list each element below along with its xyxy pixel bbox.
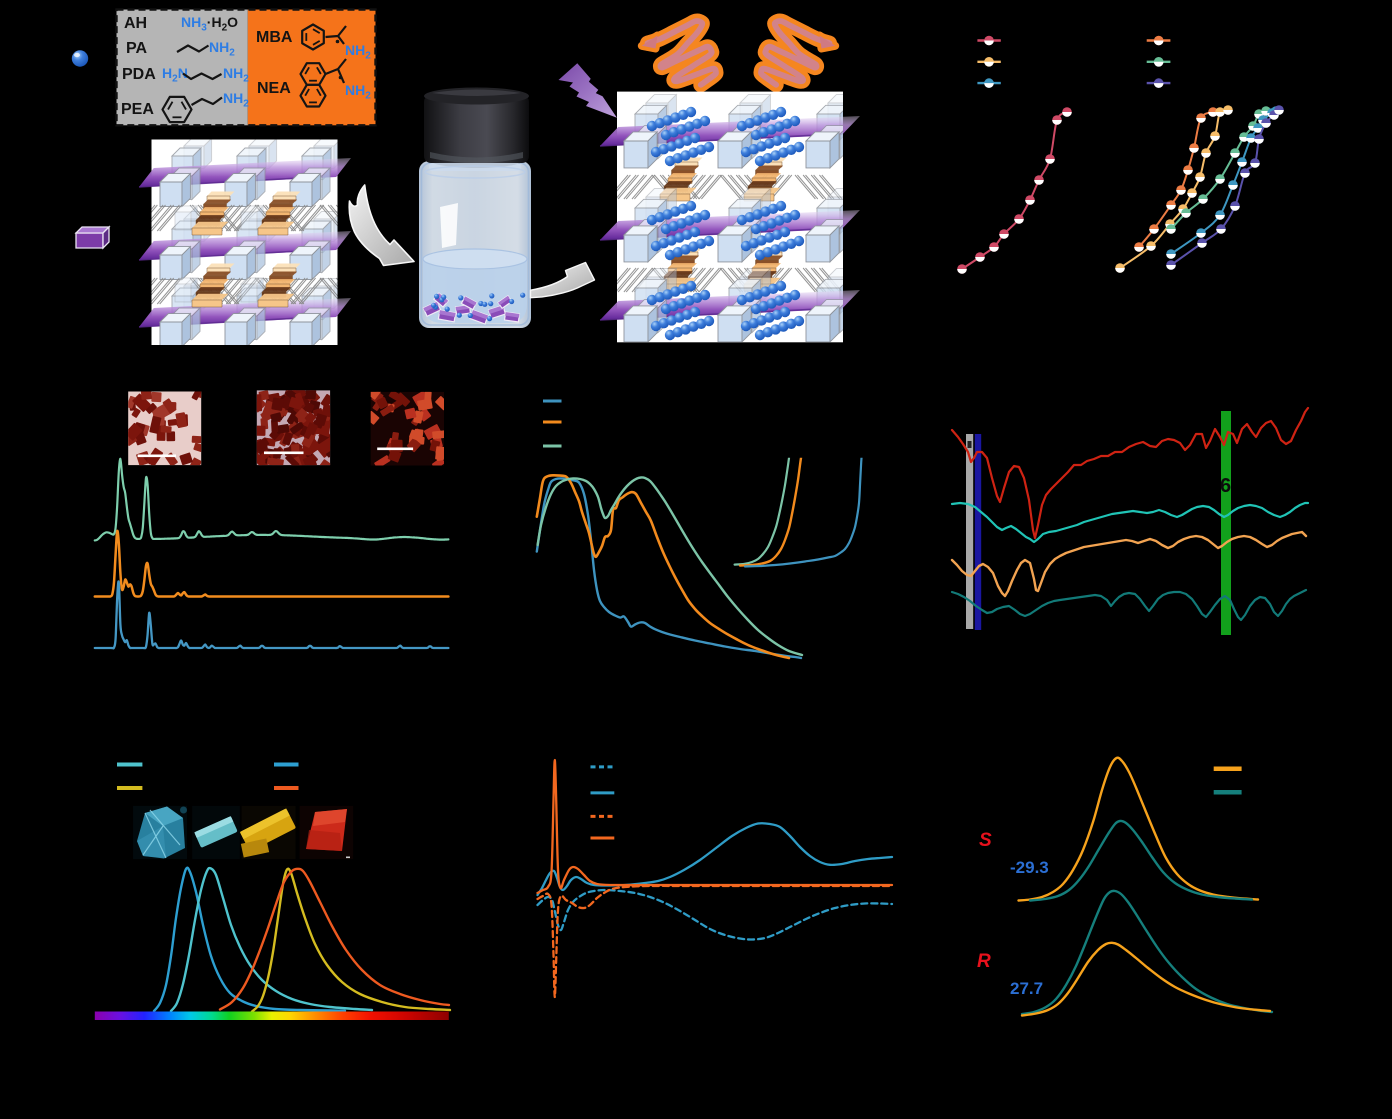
svg-text:R: R xyxy=(977,951,991,972)
svg-text:NH2: NH2 xyxy=(345,82,371,102)
svg-text:NH2: NH2 xyxy=(345,42,371,62)
svg-text:NH3·H2O: NH3·H2O xyxy=(181,14,238,34)
svg-text:27.7: 27.7 xyxy=(1010,979,1043,998)
svg-text:PA: PA xyxy=(126,40,147,57)
svg-text:S: S xyxy=(979,830,992,851)
svg-text:6: 6 xyxy=(1220,475,1231,497)
svg-text:NH2: NH2 xyxy=(209,39,235,59)
svg-text:NH2: NH2 xyxy=(223,90,249,110)
svg-text:MBA: MBA xyxy=(256,29,293,46)
svg-text:AH: AH xyxy=(124,15,147,32)
svg-text:PEA: PEA xyxy=(121,101,154,118)
svg-text:-29.3: -29.3 xyxy=(1010,858,1049,877)
svg-text:H2N: H2N xyxy=(162,65,188,85)
svg-text:PDA: PDA xyxy=(122,66,156,83)
svg-text:NH2: NH2 xyxy=(223,65,249,85)
svg-text:NEA: NEA xyxy=(257,80,291,97)
